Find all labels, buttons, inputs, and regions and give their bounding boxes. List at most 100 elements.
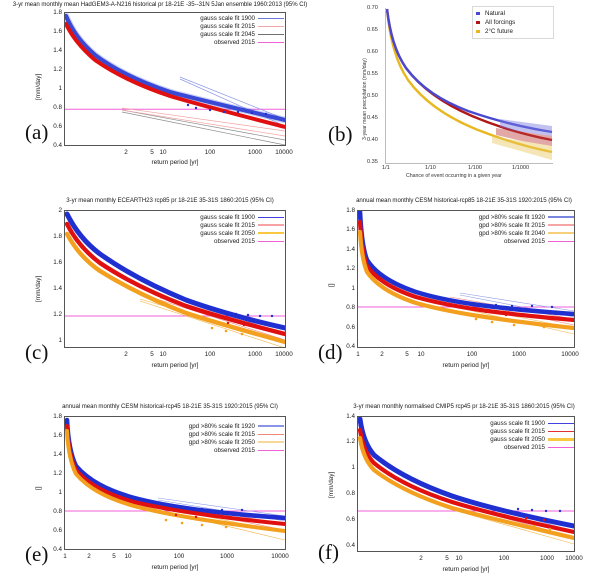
legend-label: gpd >80% scale fit 2040 <box>478 229 545 237</box>
panel-c-ytick: 1 <box>58 337 62 344</box>
legend-swatch-line-icon <box>258 441 284 443</box>
panel-c-ytick: 1.6 <box>53 259 62 266</box>
panel-a-ytick: 1.4 <box>53 47 62 54</box>
legend-swatch-line-icon <box>258 240 284 242</box>
panel-b-xtick: 1/1 <box>382 165 390 171</box>
panel-f-ytick: 1.2 <box>346 438 355 445</box>
legend-label: gauss scale fit 1900 <box>200 213 255 221</box>
panel-e: annual mean monthly CESM historical-rcp4… <box>0 398 320 586</box>
panel-f-xtick: 5 <box>445 555 449 562</box>
panel-b-xtick: 1/10 <box>425 165 436 171</box>
panel-d-xtick: 100 <box>466 351 478 358</box>
panel-e-letter: (e) <box>25 542 49 566</box>
panel-f: 3-yr mean monthly normalised CMIP5 rcp45… <box>300 398 602 586</box>
panel-a-title: 3-yr mean monthly mean HadGEM3-A-N216 hi… <box>12 1 308 8</box>
panel-e-xtick: 1 <box>63 553 67 560</box>
panel-b-ytick: 0.50 <box>367 93 378 99</box>
panel-a-ytick: 0.6 <box>53 123 62 130</box>
legend-swatch-dot-icon <box>476 30 480 33</box>
legend-swatch-line-icon <box>258 17 284 19</box>
panel-d-ytick: 0.6 <box>346 324 355 331</box>
legend-label: observed 2015 <box>214 446 255 454</box>
panel-d-letter: (d) <box>318 340 343 364</box>
legend-label: observed 2015 <box>214 237 255 245</box>
panel-a-chart <box>65 13 285 145</box>
panel-d-ytick: 1.4 <box>346 246 355 253</box>
panel-f-xtick: 100 <box>498 555 510 562</box>
panel-e-ytick: 0.6 <box>53 527 62 534</box>
legend-label: gpd >80% scale fit 1920 <box>478 213 545 221</box>
panel-e-xtick: 2 <box>87 553 91 560</box>
panel-d-xtick: 1 <box>356 351 360 358</box>
legend-swatch-line-icon <box>258 25 284 27</box>
panel-f-ylabel: [mm/day] <box>328 471 335 498</box>
legend-label: gauss scale fit 2015 <box>200 22 255 30</box>
panel-f-plot-frame <box>357 416 575 552</box>
panel-c-letter: (c) <box>25 340 49 364</box>
panel-a-ytick: 0.4 <box>53 142 62 149</box>
panel-f-ytick: 1.4 <box>346 413 355 420</box>
panel-a-ytick: 1.8 <box>53 9 62 16</box>
legend-swatch-line-icon <box>258 449 284 451</box>
panel-c-ytick: 1.8 <box>53 233 62 240</box>
panel-a-plot-frame <box>64 12 286 146</box>
panel-c-xtick: 2 <box>124 351 128 358</box>
legend-swatch-line-icon <box>548 446 574 448</box>
legend-swatch-line-icon <box>258 425 284 427</box>
legend-label: gpd >80% scale fit 2015 <box>478 221 545 229</box>
legend-swatch-line-icon <box>258 33 284 35</box>
panel-c-ytick: 2 <box>58 207 62 214</box>
panel-d-xtick: 10 <box>417 351 425 358</box>
legend-label: All forcings <box>485 19 516 26</box>
panel-c-xlabel: return period [yr] <box>151 362 199 369</box>
panel-b-ylabel: 3-year mean precipitation (mm/day) <box>362 58 368 140</box>
panel-b-ytick: 0.35 <box>367 159 378 165</box>
legend-label: gauss scale fit 1900 <box>200 14 255 22</box>
panel-b-xlabel: Chance of event occurring in a given yea… <box>406 173 502 179</box>
legend-label: gauss scale fit 2015 <box>200 221 255 229</box>
panel-b-ytick: 0.70 <box>367 5 378 11</box>
panel-c-ylabel: [mm/day] <box>35 275 42 302</box>
legend-swatch-line-icon <box>258 216 284 218</box>
panel-c-xtick: 1000 <box>247 351 262 358</box>
panel-f-ytick: 1 <box>351 464 355 471</box>
legend-label: gpd >80% scale fit 1920 <box>188 422 255 430</box>
panel-b-letter: (b) <box>328 122 353 146</box>
panel-a-xtick: 10000 <box>275 149 293 156</box>
panel-d-ylabel: [] <box>328 283 335 287</box>
panel-c-xtick: 5 <box>150 351 154 358</box>
panel-b-ytick: 0.65 <box>367 27 378 33</box>
panel-f-ytick: 0.8 <box>346 490 355 497</box>
panel-c-xtick: 100 <box>204 351 216 358</box>
panel-a-xtick: 100 <box>204 149 216 156</box>
legend-label: gauss scale fit 2050 <box>200 229 255 237</box>
panel-e-ytick: 1.2 <box>53 470 62 477</box>
panel-b-ytick: 0.55 <box>367 71 378 77</box>
panel-b-ytick: 0.60 <box>367 49 378 55</box>
panel-d-chart <box>358 211 574 335</box>
legend-swatch-line-icon <box>258 232 284 234</box>
panel-d-ytick: 1.6 <box>346 226 355 233</box>
panel-b-ytick: 0.40 <box>367 137 378 143</box>
legend-swatch-line-icon <box>548 216 574 218</box>
legend-swatch-line-icon <box>258 433 284 435</box>
panel-e-ytick: 0.8 <box>53 508 62 515</box>
panel-a-ylabel: [mm/day] <box>35 73 42 100</box>
panel-d-xtick: 2 <box>380 351 384 358</box>
panel-e-xtick: 10 <box>124 553 132 560</box>
panel-b-xtick: 1/100 <box>468 165 482 171</box>
legend-swatch-line-icon <box>548 224 574 226</box>
panel-a-xtick: 1000 <box>247 149 262 156</box>
panel-d-ytick: 1.8 <box>346 207 355 214</box>
panel-a-xtick: 2 <box>124 149 128 156</box>
panel-b-ytick: 0.45 <box>367 115 378 121</box>
panel-d-legend: gpd >80% scale fit 1920 gpd >80% scale f… <box>452 213 574 245</box>
panel-d-xtick: 5 <box>405 351 409 358</box>
panel-f-xtick: 10 <box>455 555 463 562</box>
panel-e-xtick: 10000 <box>271 553 289 560</box>
legend-label: gpd >80% scale fit 2050 <box>188 438 255 446</box>
panel-c-legend: gauss scale fit 1900 gauss scale fit 201… <box>176 213 284 245</box>
panel-a-ytick: 1.2 <box>53 66 62 73</box>
legend-swatch-line-icon <box>548 437 574 441</box>
panel-f-title: 3-yr mean monthly normalised CMIP5 rcp45… <box>353 403 575 410</box>
